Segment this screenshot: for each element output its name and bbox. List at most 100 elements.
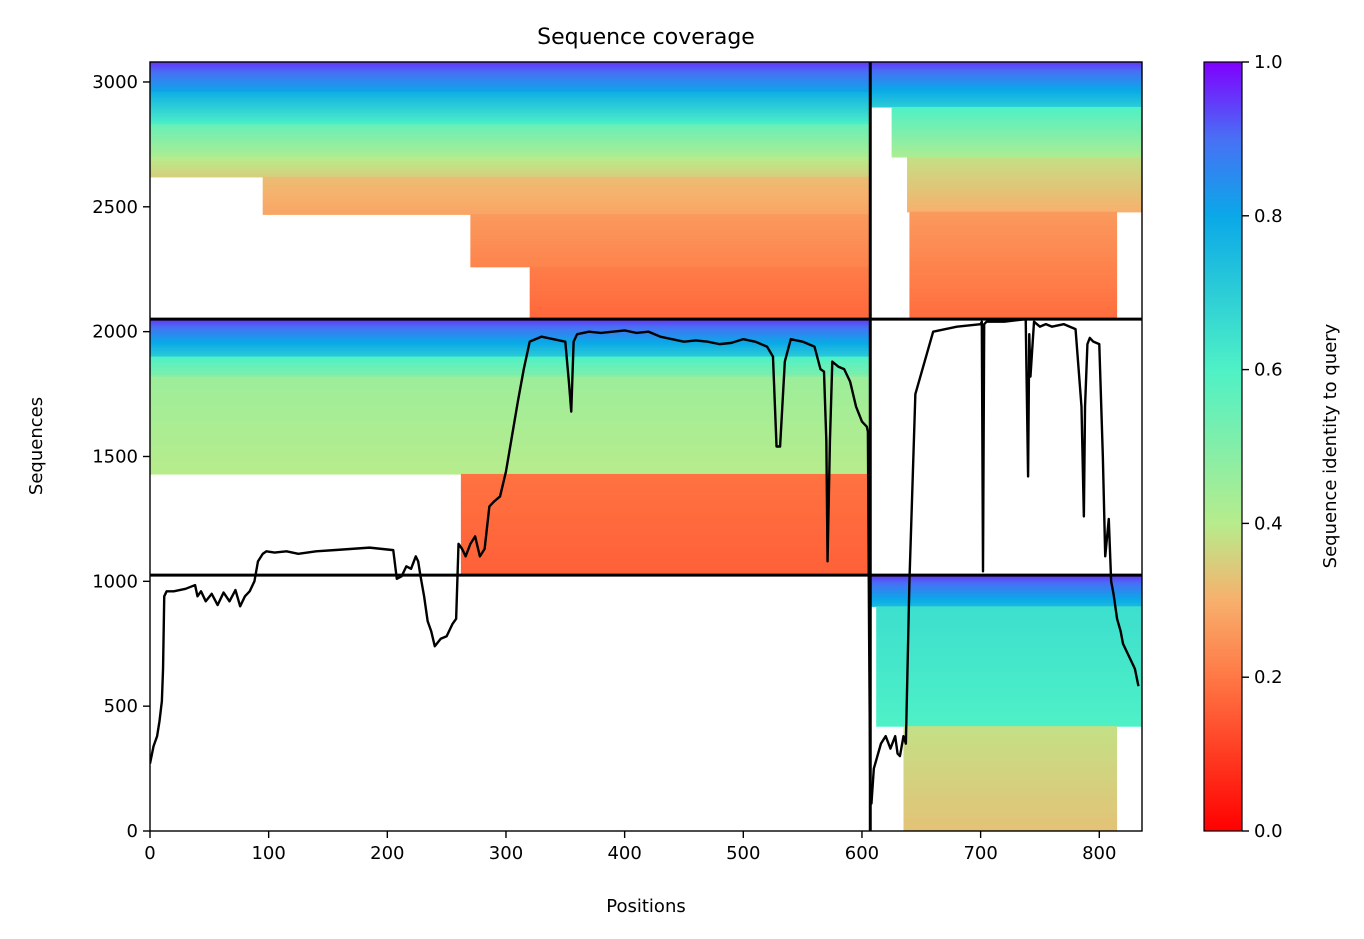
heatmap-cell xyxy=(870,582,1142,585)
heatmap-cell xyxy=(460,516,871,521)
heatmap-cell xyxy=(891,123,1142,127)
heatmap-cell xyxy=(150,162,871,165)
heatmap-cell xyxy=(870,576,1142,579)
heatmap-cell xyxy=(150,368,871,370)
heatmap-cell xyxy=(460,528,871,534)
heatmap-cell xyxy=(150,84,871,87)
heatmap-cell xyxy=(909,269,1118,276)
heatmap-cell xyxy=(150,364,871,366)
y-axis-label: Sequences xyxy=(26,397,47,495)
heatmap-cell xyxy=(891,150,1142,154)
heatmap-cell xyxy=(150,357,871,359)
heatmap-cell xyxy=(150,100,871,103)
heatmap-cell xyxy=(909,265,1118,271)
heatmap-cell xyxy=(876,621,1142,627)
heatmap-cell xyxy=(150,404,871,410)
heatmap-cell xyxy=(150,384,871,390)
heatmap-cell xyxy=(150,146,871,149)
heatmap-cell xyxy=(460,511,871,517)
heatmap-cell xyxy=(870,595,1142,598)
heatmap-cell xyxy=(150,359,871,361)
heatmap-cell xyxy=(150,124,871,127)
heatmap-cell xyxy=(903,813,1118,819)
heatmap-cell xyxy=(529,295,871,298)
heatmap-cell xyxy=(903,796,1118,802)
heatmap-cell xyxy=(150,120,871,123)
y-tick-label: 1000 xyxy=(92,571,138,592)
heatmap-cell xyxy=(150,457,871,463)
heatmap-cell xyxy=(150,356,871,359)
heatmap-cell xyxy=(150,127,871,130)
heatmap-cell xyxy=(150,143,871,146)
heatmap-cell xyxy=(150,166,871,168)
heatmap-cell xyxy=(150,116,871,119)
heatmap-cell xyxy=(460,532,871,538)
heatmap-cell xyxy=(529,279,871,283)
heatmap-cell xyxy=(470,258,871,261)
heatmap-cell xyxy=(909,274,1118,280)
heatmap-cell xyxy=(150,98,871,101)
heatmap-cell xyxy=(460,537,871,542)
heatmap-cell xyxy=(870,591,1142,594)
heatmap-cell xyxy=(150,90,871,93)
heatmap-cell xyxy=(150,129,871,132)
heatmap-cell xyxy=(460,507,871,513)
heatmap-cell xyxy=(907,168,1142,172)
heatmap-cell xyxy=(903,756,1118,762)
heatmap-cell xyxy=(150,74,871,77)
colorbar-tick-label: 0.4 xyxy=(1254,513,1283,534)
heatmap-cell xyxy=(150,429,871,434)
heatmap-cell xyxy=(150,409,871,414)
heatmap-cell xyxy=(460,570,871,576)
heatmap-cell xyxy=(150,372,871,374)
heatmap-cell xyxy=(903,765,1118,771)
heatmap-cell xyxy=(870,590,1142,593)
heatmap-cell xyxy=(150,425,871,430)
heatmap-cell xyxy=(891,131,1142,135)
heatmap-cell xyxy=(262,201,871,204)
heatmap-cell xyxy=(876,686,1142,692)
heatmap-cell xyxy=(150,330,871,333)
heatmap-cell xyxy=(891,109,1142,112)
heatmap-cell xyxy=(870,602,1142,605)
heatmap-cell xyxy=(262,186,871,189)
heatmap-cell xyxy=(876,606,1142,612)
heatmap-cell xyxy=(150,345,871,348)
heatmap-cell xyxy=(150,65,871,68)
heatmap-cell xyxy=(150,176,871,178)
heatmap-cell xyxy=(891,106,1142,110)
heatmap-cell xyxy=(150,169,871,171)
heatmap-cell xyxy=(907,184,1142,188)
heatmap-cell xyxy=(150,73,871,76)
heatmap-cell xyxy=(150,91,871,94)
heatmap-cell xyxy=(909,216,1118,222)
heatmap-cell xyxy=(262,194,871,197)
heatmap-cell xyxy=(150,173,871,175)
heatmap-cell xyxy=(876,646,1142,652)
heatmap-cell xyxy=(150,171,871,173)
heatmap-cell xyxy=(150,353,871,356)
heatmap-cell xyxy=(460,482,871,488)
heatmap-cell xyxy=(907,191,1142,195)
y-tick-label: 2000 xyxy=(92,322,138,343)
heatmap-cell xyxy=(529,308,871,312)
heatmap-cell xyxy=(891,125,1142,129)
heatmap-cell xyxy=(909,301,1118,307)
heatmap-cell xyxy=(870,99,1142,102)
heatmap-cell xyxy=(150,119,871,121)
heatmap-cell xyxy=(909,314,1118,320)
heatmap-cell xyxy=(150,367,871,369)
y-tick-label: 3000 xyxy=(92,72,138,93)
heatmap-cell xyxy=(870,577,1142,580)
heatmap-cell xyxy=(150,140,871,143)
y-tick-label: 500 xyxy=(104,696,138,717)
heatmap-cell xyxy=(870,581,1142,584)
heatmap-cell xyxy=(150,96,871,98)
heatmap-cell xyxy=(903,730,1118,736)
heatmap-cell xyxy=(150,69,871,72)
plot-frame xyxy=(149,61,1143,832)
heatmap-cell xyxy=(470,238,871,242)
heatmap-cell xyxy=(876,626,1142,632)
heatmap-cell xyxy=(907,198,1142,201)
heatmap-cell xyxy=(870,69,1142,72)
